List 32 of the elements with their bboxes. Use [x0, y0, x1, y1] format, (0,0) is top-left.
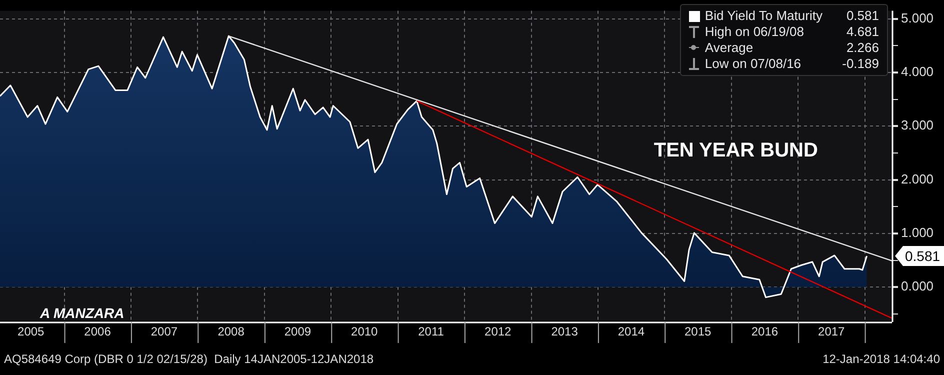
text: TEN YEAR BUND — [654, 139, 818, 162]
x-tick-label: 2011 — [418, 324, 444, 339]
x-tick-label: 2015 — [684, 324, 712, 339]
x-tick-label: 2005 — [18, 324, 45, 339]
x-tick-label: 2007 — [150, 324, 178, 339]
annotation: High on 06/19/08 — [704, 24, 805, 40]
text: 12-Jan-2018 14:04:40 — [822, 352, 940, 366]
x-tick-label: 2006 — [84, 324, 112, 339]
annotation: Low on 07/08/16 — [704, 56, 802, 72]
annotation: 0.581 — [905, 248, 940, 264]
y-tick-label: 4.000 — [901, 64, 934, 80]
annotation: 2.266 — [846, 40, 879, 56]
annotation: Average — [704, 40, 754, 56]
annotation: A MANZARA — [39, 305, 124, 321]
x-tick-label: 2013 — [551, 324, 578, 339]
text: AQ584649 Corp (DBR 0 1/2 02/15/28) Daily 14JAN2005-12JAN2018 — [4, 352, 374, 366]
legend-label: Bid Yield To Maturity — [704, 8, 822, 24]
y-tick-label: 1.000 — [901, 225, 934, 240]
annotation: 4.681 — [846, 24, 879, 40]
annotation: -0.189 — [842, 56, 879, 72]
y-tick-label: 3.000 — [901, 118, 934, 133]
x-tick-label: 2010 — [351, 324, 378, 339]
x-tick-label: 2012 — [484, 324, 512, 339]
y-tick-label: 2.000 — [901, 171, 934, 186]
x-tick-label: 2014 — [618, 324, 645, 339]
annotation: 0.581 — [846, 8, 879, 24]
x-tick-label: 2008 — [218, 324, 245, 339]
y-tick-label: 5.000 — [901, 10, 934, 26]
x-tick-label: 2009 — [284, 324, 312, 339]
y-tick-label: 0.000 — [901, 278, 934, 294]
x-tick-label: 2017 — [818, 324, 846, 339]
x-tick-label: 2016 — [751, 324, 778, 339]
